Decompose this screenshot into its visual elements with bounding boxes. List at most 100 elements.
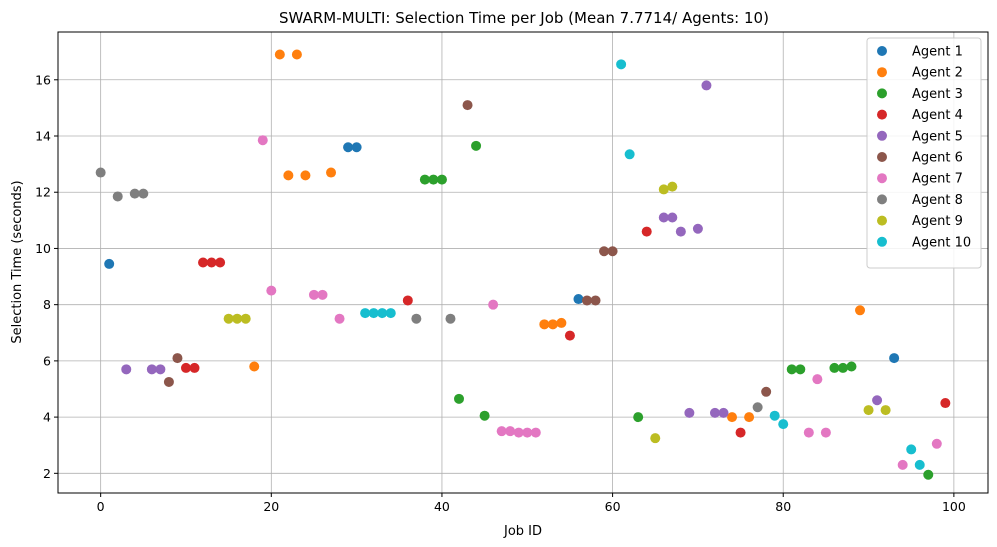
- data-point: [496, 426, 507, 437]
- series-agent-9: [223, 181, 891, 444]
- series-agent-3: [419, 140, 934, 480]
- legend-label: Agent 5: [912, 129, 963, 144]
- y-tick-label: 16: [35, 72, 51, 87]
- data-point: [624, 149, 635, 160]
- data-point: [863, 405, 874, 416]
- legend-marker: [877, 152, 887, 162]
- data-point: [889, 353, 900, 364]
- data-point: [326, 167, 337, 178]
- data-point: [761, 386, 772, 397]
- data-point: [436, 174, 447, 185]
- y-tick-label: 8: [43, 297, 51, 312]
- data-point: [189, 362, 200, 373]
- data-point: [462, 100, 473, 111]
- data-point: [266, 285, 277, 296]
- data-point: [846, 361, 857, 372]
- legend-marker: [877, 109, 887, 120]
- x-tick-label: 60: [605, 499, 621, 514]
- data-point: [701, 80, 712, 91]
- data-point: [931, 438, 942, 449]
- data-point: [837, 362, 848, 373]
- data-point: [411, 313, 422, 324]
- data-point: [291, 49, 302, 60]
- y-tick-label: 10: [35, 241, 51, 256]
- data-point: [744, 412, 755, 423]
- data-point: [641, 226, 652, 237]
- series-agent-4: [180, 226, 951, 438]
- x-tick-label: 80: [775, 499, 791, 514]
- data-point: [675, 226, 686, 237]
- series-agent-10: [360, 59, 925, 470]
- data-point: [727, 412, 738, 423]
- y-axis-label: Selection Time (seconds): [10, 180, 25, 343]
- series-agent-8: [95, 167, 763, 413]
- legend-marker: [877, 194, 887, 205]
- axis-ticks: 0 20 40 60 80 100 2 4 6 8 10 12 14 16: [35, 72, 966, 514]
- data-point: [667, 212, 678, 223]
- data-point: [803, 427, 814, 438]
- plot-area-frame: [57, 31, 989, 494]
- data-point: [479, 410, 490, 421]
- data-point: [872, 395, 883, 406]
- x-tick-label: 20: [263, 499, 279, 514]
- legend-label: Agent 4: [912, 108, 963, 123]
- data-point: [121, 364, 132, 375]
- data-point: [300, 170, 311, 181]
- y-tick-label: 14: [35, 129, 51, 144]
- data-point: [445, 313, 456, 324]
- data-point: [564, 330, 575, 341]
- data-point: [820, 427, 831, 438]
- data-point: [505, 426, 516, 437]
- data-point: [855, 305, 866, 316]
- series-agent-6: [163, 100, 772, 397]
- data-point: [684, 407, 695, 418]
- data-point: [308, 289, 319, 300]
- data-point: [223, 313, 234, 324]
- legend-label: Agent 10: [912, 235, 971, 250]
- data-point: [658, 184, 669, 195]
- data-point: [351, 142, 362, 153]
- data-point: [368, 308, 379, 319]
- data-point: [530, 427, 541, 438]
- data-point: [334, 313, 345, 324]
- legend-marker: [877, 88, 887, 99]
- series-agent-1: [104, 142, 900, 364]
- data-point: [377, 308, 388, 319]
- data-point: [590, 295, 601, 306]
- data-point: [616, 59, 627, 70]
- data-point: [923, 469, 934, 480]
- y-tick-label: 12: [35, 185, 51, 200]
- data-point: [769, 410, 780, 421]
- data-point: [539, 319, 550, 330]
- y-tick-label: 6: [43, 353, 51, 368]
- data-point: [709, 407, 720, 418]
- data-point: [658, 212, 669, 223]
- data-point: [547, 319, 558, 330]
- legend-label: Agent 9: [912, 214, 963, 229]
- data-point: [317, 289, 328, 300]
- data-point: [385, 308, 396, 319]
- data-point: [650, 433, 661, 444]
- data-point: [829, 362, 840, 373]
- x-tick-label: 0: [97, 499, 105, 514]
- data-point: [112, 191, 123, 202]
- legend-label: Agent 3: [912, 87, 963, 102]
- data-point: [419, 174, 430, 185]
- data-point: [718, 407, 729, 418]
- series-agent-5: [121, 80, 883, 418]
- data-point: [249, 361, 260, 372]
- legend-label: Agent 1: [912, 45, 963, 60]
- legend: Agent 1 Agent 2 Agent 3 Agent 4 Agent 5 Agent…: [866, 37, 982, 269]
- data-point: [129, 188, 140, 199]
- data-point: [232, 313, 243, 324]
- data-point: [172, 353, 183, 364]
- data-point: [752, 402, 763, 413]
- legend-label: Agent 2: [912, 66, 963, 81]
- data-point: [471, 140, 482, 151]
- data-point: [880, 405, 891, 416]
- legend-marker: [877, 215, 887, 226]
- data-point: [206, 257, 217, 268]
- data-point: [240, 313, 251, 324]
- data-point: [215, 257, 226, 268]
- data-point: [274, 49, 285, 60]
